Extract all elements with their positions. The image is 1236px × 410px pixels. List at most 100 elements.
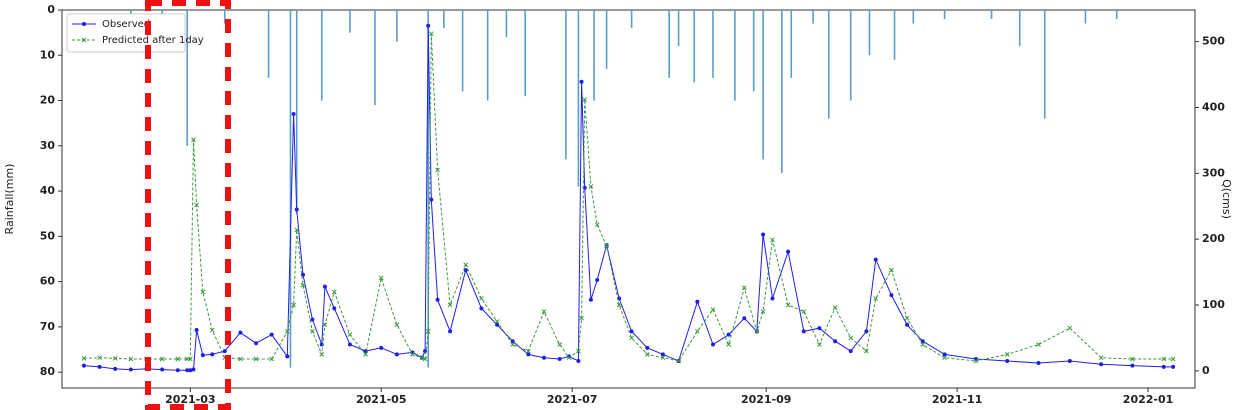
- point: [294, 207, 299, 212]
- rain-bar: [427, 10, 429, 368]
- series-line: [83, 25, 1174, 371]
- point: [97, 364, 102, 369]
- point: [1099, 362, 1104, 367]
- point: [676, 358, 681, 364]
- rain-bar: [630, 10, 633, 29]
- point: [1036, 360, 1041, 365]
- point: [447, 302, 453, 308]
- point: [629, 335, 634, 341]
- point: [112, 356, 118, 361]
- point: [347, 342, 352, 347]
- point: [394, 322, 400, 328]
- rain-bar: [443, 10, 445, 29]
- rain-bar: [289, 10, 292, 368]
- point: [770, 237, 775, 243]
- rain-bar: [668, 10, 670, 78]
- point: [188, 368, 193, 373]
- rain-bar: [677, 10, 680, 47]
- point: [526, 352, 531, 357]
- x-tick-label: 2021-07: [547, 393, 598, 406]
- point: [579, 315, 584, 321]
- point: [1170, 356, 1176, 362]
- point: [419, 355, 425, 361]
- point: [435, 297, 440, 302]
- point: [128, 367, 133, 372]
- point: [284, 329, 290, 334]
- point: [695, 329, 700, 334]
- point: [588, 184, 594, 189]
- rain-bar: [223, 10, 226, 24]
- point: [741, 285, 747, 291]
- point: [761, 232, 766, 237]
- rain-bar: [828, 10, 830, 119]
- rain-bar: [912, 10, 915, 24]
- point: [1004, 352, 1010, 357]
- point: [1130, 356, 1135, 362]
- point: [711, 342, 716, 347]
- y-tick-label: 0: [47, 3, 55, 16]
- point: [817, 326, 822, 331]
- point: [429, 197, 434, 202]
- rain-bar: [1115, 10, 1118, 20]
- legend: Observed Predicted after 1day: [66, 13, 204, 53]
- point: [889, 267, 894, 273]
- point: [579, 79, 584, 84]
- rain-bar: [781, 10, 783, 173]
- point: [904, 315, 910, 321]
- legend-marker: [82, 22, 86, 26]
- rain-bar: [605, 10, 608, 69]
- point: [81, 363, 86, 368]
- rain-bar: [812, 10, 814, 24]
- point: [557, 357, 562, 362]
- point: [973, 358, 979, 364]
- rain-bar: [868, 10, 871, 56]
- point: [81, 356, 87, 361]
- legend-label: Observed: [102, 19, 150, 30]
- point: [541, 355, 546, 360]
- point: [695, 299, 700, 304]
- point: [864, 348, 869, 354]
- point: [833, 339, 838, 344]
- rain-bar: [762, 10, 764, 160]
- y2-tick-label: 400: [1202, 100, 1225, 113]
- point: [1171, 364, 1176, 369]
- rain-bar: [693, 10, 696, 83]
- point: [300, 282, 306, 288]
- y-tick-label: 10: [40, 48, 56, 61]
- rain-bar: [486, 10, 489, 101]
- rain-bar: [1084, 10, 1087, 24]
- y-tick-label: 60: [40, 275, 56, 288]
- point: [322, 322, 328, 328]
- y2-tick-label: 0: [1202, 364, 1210, 377]
- point: [422, 356, 428, 362]
- point: [175, 368, 180, 373]
- y2-axis-label: Q(cms): [1220, 179, 1233, 219]
- point: [347, 332, 353, 338]
- rain-bar: [1043, 10, 1046, 119]
- point: [873, 257, 878, 262]
- point: [557, 342, 562, 347]
- y-tick-label: 30: [40, 139, 56, 152]
- rain-bar: [461, 10, 464, 92]
- point: [379, 345, 384, 350]
- point: [760, 309, 766, 314]
- point: [644, 352, 650, 357]
- y2-tick-label: 100: [1202, 298, 1225, 311]
- point: [616, 302, 622, 308]
- point: [905, 322, 910, 327]
- y-tick-label: 70: [40, 320, 56, 333]
- point: [159, 356, 165, 362]
- point: [410, 352, 415, 357]
- point: [254, 341, 259, 346]
- point: [801, 329, 806, 334]
- x-tick-label: 2022-01: [1123, 393, 1174, 406]
- point: [269, 356, 275, 362]
- rain-bar: [734, 10, 736, 101]
- rain-bar: [577, 10, 580, 187]
- point: [291, 302, 296, 308]
- point: [285, 354, 290, 359]
- point: [541, 309, 547, 314]
- point: [175, 356, 181, 362]
- point: [97, 355, 102, 361]
- point: [1005, 359, 1010, 363]
